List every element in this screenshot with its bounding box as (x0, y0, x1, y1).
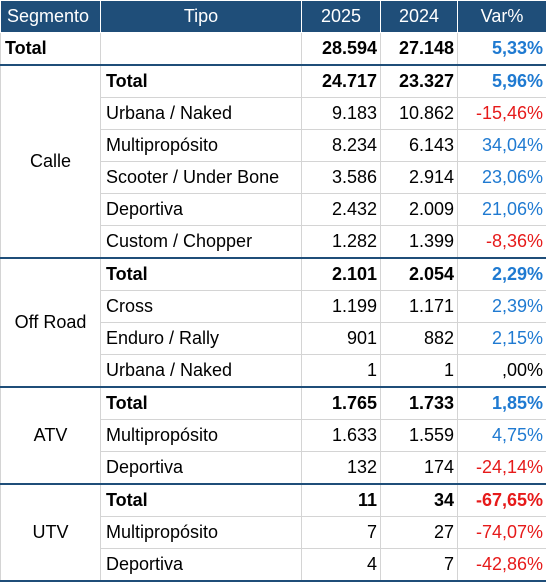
grand-total-tipo (101, 33, 302, 66)
tipo-cell: Total (101, 484, 302, 517)
tipo-cell: Cross (101, 291, 302, 323)
tipo-cell: Total (101, 387, 302, 420)
var-cell: -15,46% (458, 98, 546, 130)
value-2025-cell: 2.432 (302, 194, 381, 226)
tipo-cell: Custom / Chopper (101, 226, 302, 259)
var-cell: -67,65% (458, 484, 546, 517)
header-segmento: Segmento (1, 1, 101, 33)
value-2025-cell: 1 (302, 355, 381, 388)
tipo-cell: Scooter / Under Bone (101, 162, 302, 194)
value-2025-cell: 1.282 (302, 226, 381, 259)
tipo-cell: Total (101, 65, 302, 98)
value-2024-cell: 1.171 (381, 291, 458, 323)
var-cell: 34,04% (458, 130, 546, 162)
grand-total-var: 5,33% (458, 33, 546, 66)
value-2024-cell: 1.559 (381, 420, 458, 452)
value-2024-cell: 27 (381, 517, 458, 549)
value-2024-cell: 2.009 (381, 194, 458, 226)
tipo-cell: Multipropósito (101, 420, 302, 452)
header-row: Segmento Tipo 2025 2024 Var% (1, 1, 546, 33)
grand-total-label: Total (1, 33, 101, 66)
header-2025: 2025 (302, 1, 381, 33)
value-2024-cell: 1 (381, 355, 458, 388)
var-cell: 1,85% (458, 387, 546, 420)
grand-total-2025: 28.594 (302, 33, 381, 66)
var-cell: -42,86% (458, 549, 546, 582)
var-cell: 4,75% (458, 420, 546, 452)
value-2025-cell: 2.101 (302, 258, 381, 291)
table-header: Segmento Tipo 2025 2024 Var% (1, 1, 546, 33)
var-cell: -74,07% (458, 517, 546, 549)
grand-total-2024: 27.148 (381, 33, 458, 66)
value-2024-cell: 6.143 (381, 130, 458, 162)
var-cell: ,00% (458, 355, 546, 388)
value-2024-cell: 174 (381, 452, 458, 485)
value-2024-cell: 23.327 (381, 65, 458, 98)
segment-label: UTV (1, 484, 101, 581)
segment-label: ATV (1, 387, 101, 484)
value-2024-cell: 10.862 (381, 98, 458, 130)
grand-total-row: Total 28.594 27.148 5,33% (1, 33, 546, 66)
value-2025-cell: 4 (302, 549, 381, 582)
tipo-cell: Urbana / Naked (101, 355, 302, 388)
var-cell: -24,14% (458, 452, 546, 485)
value-2024-cell: 2.914 (381, 162, 458, 194)
var-cell: 21,06% (458, 194, 546, 226)
var-cell: -8,36% (458, 226, 546, 259)
value-2025-cell: 9.183 (302, 98, 381, 130)
value-2025-cell: 1.765 (302, 387, 381, 420)
tipo-cell: Urbana / Naked (101, 98, 302, 130)
tipo-cell: Multipropósito (101, 130, 302, 162)
var-cell: 5,96% (458, 65, 546, 98)
value-2024-cell: 1.399 (381, 226, 458, 259)
value-2024-cell: 34 (381, 484, 458, 517)
tipo-cell: Total (101, 258, 302, 291)
tipo-cell: Deportiva (101, 452, 302, 485)
value-2024-cell: 1.733 (381, 387, 458, 420)
segment-label: Calle (1, 65, 101, 258)
value-2025-cell: 901 (302, 323, 381, 355)
var-cell: 2,39% (458, 291, 546, 323)
value-2024-cell: 882 (381, 323, 458, 355)
var-cell: 2,15% (458, 323, 546, 355)
header-2024: 2024 (381, 1, 458, 33)
value-2025-cell: 24.717 (302, 65, 381, 98)
value-2025-cell: 11 (302, 484, 381, 517)
value-2025-cell: 1.633 (302, 420, 381, 452)
header-tipo: Tipo (101, 1, 302, 33)
var-cell: 23,06% (458, 162, 546, 194)
header-var: Var% (458, 1, 546, 33)
value-2025-cell: 1.199 (302, 291, 381, 323)
var-cell: 2,29% (458, 258, 546, 291)
value-2024-cell: 2.054 (381, 258, 458, 291)
segment-label: Off Road (1, 258, 101, 387)
tipo-cell: Enduro / Rally (101, 323, 302, 355)
value-2025-cell: 7 (302, 517, 381, 549)
value-2024-cell: 7 (381, 549, 458, 582)
tipo-cell: Multipropósito (101, 517, 302, 549)
tipo-cell: Deportiva (101, 194, 302, 226)
value-2025-cell: 8.234 (302, 130, 381, 162)
value-2025-cell: 3.586 (302, 162, 381, 194)
tipo-cell: Deportiva (101, 549, 302, 582)
value-2025-cell: 132 (302, 452, 381, 485)
